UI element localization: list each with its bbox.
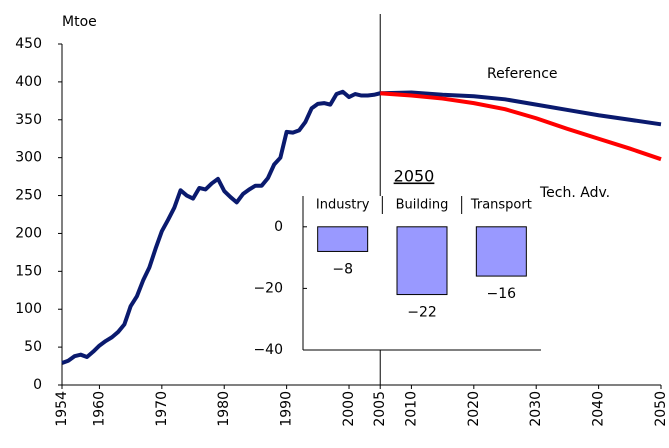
x-tick-label: 1960 [91,391,107,427]
y-tick-label: 200 [15,225,42,241]
value-label: −16 [487,286,517,302]
x-tick-label: 2050 [653,391,669,427]
bar [396,226,448,296]
y-tick-label: 0 [33,377,42,393]
y-tick-label: 150 [15,263,42,279]
y-tick-label: 100 [15,301,42,317]
x-tick-label: 1954 [54,391,70,427]
x-tick-label: 2005 [372,391,388,427]
inset-title: 2050 [394,167,435,186]
bar [317,226,369,252]
series-label: Tech. Adv. [539,185,610,201]
x-tick-label: 1970 [154,391,170,427]
value-label: −22 [407,305,437,321]
x-tick-label: 1990 [279,391,295,427]
series-line [61,89,662,365]
inset-y-tick-label: 0 [274,219,283,235]
y-tick-label: 350 [15,112,42,128]
x-tick-label: 2040 [591,391,607,427]
x-tick-label: 2030 [528,391,544,427]
category-label: Industry [316,198,370,213]
value-label: −8 [332,261,353,277]
y-tick-label: 50 [24,339,42,355]
y-tick-label: 250 [15,188,42,204]
series-line [380,91,662,162]
inset-y-tick-label: −40 [253,342,283,358]
y-tick-label: 400 [15,74,42,90]
category-label: Building [396,198,449,213]
x-tick-label: 2000 [341,391,357,427]
y-axis-label: Mtoe [62,14,97,30]
series-label: Reference [487,66,558,82]
y-tick-label: 300 [15,150,42,166]
category-label: Transport [470,198,532,213]
x-tick-label: 2020 [466,391,482,427]
bar [475,226,527,277]
inset-y-tick-label: −20 [253,280,283,296]
y-tick-label: 450 [15,36,42,52]
x-tick-label: 2010 [403,391,419,427]
x-tick-label: 1980 [216,391,232,427]
